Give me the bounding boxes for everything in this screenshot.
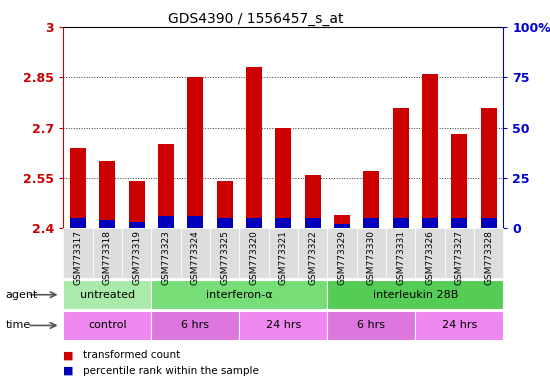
Bar <box>217 218 233 228</box>
Bar <box>363 218 379 228</box>
Text: GSM773318: GSM773318 <box>103 230 112 285</box>
Text: GSM773324: GSM773324 <box>191 230 200 285</box>
Bar <box>158 144 174 228</box>
Text: GSM773322: GSM773322 <box>308 230 317 285</box>
Text: GSM773330: GSM773330 <box>367 230 376 285</box>
Text: 6 hrs: 6 hrs <box>182 320 209 331</box>
Bar <box>363 171 379 228</box>
Bar <box>99 161 116 228</box>
Text: GSM773329: GSM773329 <box>337 230 346 285</box>
Bar <box>393 218 409 228</box>
Text: GSM773317: GSM773317 <box>73 230 82 285</box>
Bar <box>393 108 409 228</box>
Text: 24 hrs: 24 hrs <box>266 320 301 331</box>
Text: 6 hrs: 6 hrs <box>358 320 385 331</box>
Text: interleukin 28B: interleukin 28B <box>372 290 458 300</box>
Text: ■: ■ <box>63 366 74 376</box>
Bar <box>422 74 438 228</box>
Bar <box>481 218 497 228</box>
Bar <box>129 222 145 228</box>
Text: 24 hrs: 24 hrs <box>442 320 477 331</box>
Text: time: time <box>6 320 31 331</box>
Bar <box>246 218 262 228</box>
Bar <box>334 224 350 228</box>
Text: GSM773321: GSM773321 <box>279 230 288 285</box>
Bar <box>451 134 468 228</box>
Text: untreated: untreated <box>80 290 135 300</box>
Bar <box>70 218 86 228</box>
Bar <box>334 215 350 228</box>
Text: GDS4390 / 1556457_s_at: GDS4390 / 1556457_s_at <box>168 12 344 25</box>
Text: agent: agent <box>6 290 38 300</box>
Bar <box>451 218 468 228</box>
Bar <box>246 67 262 228</box>
Text: GSM773328: GSM773328 <box>484 230 493 285</box>
Bar <box>422 218 438 228</box>
Text: interferon-α: interferon-α <box>206 290 273 300</box>
Text: GSM773325: GSM773325 <box>220 230 229 285</box>
Text: GSM773319: GSM773319 <box>132 230 141 285</box>
Bar <box>129 182 145 228</box>
Bar <box>187 77 204 228</box>
Bar <box>99 220 116 228</box>
Bar <box>187 217 204 228</box>
Text: transformed count: transformed count <box>82 350 180 360</box>
Text: GSM773331: GSM773331 <box>396 230 405 285</box>
Text: GSM773323: GSM773323 <box>161 230 170 285</box>
Text: percentile rank within the sample: percentile rank within the sample <box>82 366 258 376</box>
Bar <box>70 148 86 228</box>
Text: control: control <box>88 320 126 331</box>
Text: GSM773320: GSM773320 <box>249 230 258 285</box>
Text: GSM773327: GSM773327 <box>455 230 464 285</box>
Bar <box>217 182 233 228</box>
Text: GSM773326: GSM773326 <box>425 230 435 285</box>
Text: ■: ■ <box>63 350 74 360</box>
Bar <box>275 127 292 228</box>
Bar <box>158 217 174 228</box>
Bar <box>481 108 497 228</box>
Bar <box>275 218 292 228</box>
Bar <box>305 175 321 228</box>
Bar <box>305 218 321 228</box>
